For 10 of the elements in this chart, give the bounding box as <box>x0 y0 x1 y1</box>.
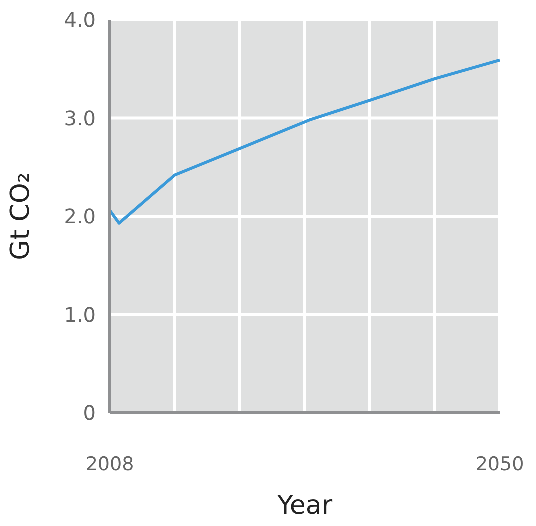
x-axis-title: Year <box>276 491 333 521</box>
x-tick-label: 2008 <box>86 453 134 476</box>
y-tick-label: 1.0 <box>64 302 96 327</box>
x-tick-label: 2050 <box>476 453 524 476</box>
y-axis-title: Gt CO₂ <box>6 172 36 260</box>
line-series <box>110 58 500 225</box>
y-tick-label: 0 <box>83 401 96 426</box>
y-tick-label: 4.0 <box>64 8 96 32</box>
y-tick-label: 2.0 <box>64 204 96 229</box>
y-tick-label: 3.0 <box>64 106 96 130</box>
